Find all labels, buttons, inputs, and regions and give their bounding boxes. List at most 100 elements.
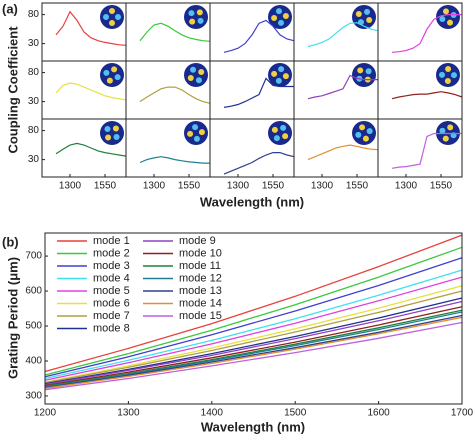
mode-icon-lobe <box>109 8 115 14</box>
x-tick-label: 1200 <box>34 408 57 419</box>
curve <box>139 156 210 164</box>
series-line <box>44 269 463 380</box>
legend-label: mode 8 <box>93 322 130 334</box>
mode-icon-lobe <box>273 135 280 142</box>
mode-icon-lobe <box>106 77 113 84</box>
x-tick-label: 1550 <box>94 181 117 192</box>
y-tick-label: 500 <box>25 321 42 332</box>
mode-icon <box>268 121 292 145</box>
y-tick-label: 80 <box>28 67 40 78</box>
mode-icon-lobe <box>105 134 112 141</box>
mode-icon <box>352 5 376 29</box>
series-line <box>44 300 463 386</box>
x-tick-label: 1300 <box>311 181 334 192</box>
y-axis-title: Coupling Coefficient <box>5 26 20 154</box>
mode-icon-lobe <box>447 124 454 131</box>
x-tick-label: 1300 <box>143 181 166 192</box>
legend-label: mode 1 <box>93 235 130 247</box>
legend-label: mode 2 <box>93 247 130 259</box>
series-line <box>44 311 463 388</box>
mode-icon-lobe <box>275 77 282 84</box>
mode-icon-lobe <box>115 14 121 20</box>
mode-icon-lobe <box>355 10 362 17</box>
mode-icon <box>268 5 292 29</box>
curve <box>391 132 462 169</box>
curve <box>307 74 378 100</box>
y-tick-label: 80 <box>28 9 40 20</box>
mode-icon-lobe <box>111 66 118 73</box>
x-tick-label: 1300 <box>227 181 250 192</box>
mode-icon-lobe <box>112 125 119 132</box>
mode-icon-lobe <box>271 126 278 133</box>
legend-label: mode 4 <box>93 272 130 284</box>
curve <box>307 144 379 161</box>
plot-frame <box>377 118 463 178</box>
mode-icon-lobe <box>359 124 366 131</box>
x-tick-label: 1400 <box>201 408 224 419</box>
mode-icon-lobe <box>362 135 369 142</box>
mode-icon-lobe <box>198 69 205 76</box>
y-tick-label: 30 <box>28 154 40 165</box>
curve <box>307 22 379 48</box>
curve <box>139 22 211 42</box>
plot-frame <box>44 232 463 405</box>
mode-icon-lobe <box>271 70 278 77</box>
mode-icon-lobe <box>366 128 373 135</box>
mode-icon-lobe <box>103 14 109 20</box>
series-line <box>44 306 463 387</box>
mode-icon-lobe <box>198 129 205 136</box>
series-line <box>44 290 463 384</box>
y-tick-label: 300 <box>25 391 42 402</box>
mode-icon-lobe <box>442 135 449 142</box>
x-tick-label: 1550 <box>346 181 369 192</box>
mode-icon-lobe <box>278 19 285 26</box>
mode-icon-lobe <box>366 17 373 24</box>
curve <box>55 82 127 101</box>
mode-icon-lobe <box>447 19 454 26</box>
series-line <box>44 321 463 391</box>
y-tick-label: 30 <box>28 38 40 49</box>
mode-icon-lobe <box>278 66 285 73</box>
legend-label: mode 12 <box>179 272 222 284</box>
x-tick-label: 1550 <box>178 181 201 192</box>
mode-icon-lobe <box>444 77 451 84</box>
mode-icon <box>436 5 460 29</box>
mode-icon-lobe <box>365 68 372 75</box>
curve <box>139 86 211 104</box>
y-axis-title: Grating Period (μm) <box>5 257 20 379</box>
mode-icon-lobe <box>195 77 202 84</box>
mode-icon-lobe <box>196 9 203 16</box>
mode-icon-lobe <box>103 69 110 76</box>
mode-icon-lobe <box>189 18 196 25</box>
mode-icon-lobe <box>282 133 289 140</box>
curve <box>55 142 127 157</box>
mode-icon <box>100 121 124 145</box>
legend-label: mode 14 <box>179 297 222 309</box>
curve <box>391 14 462 53</box>
y-tick-label: 30 <box>28 96 40 107</box>
x-axis-title: Wavelength (nm) <box>201 419 305 434</box>
legend-label: mode 11 <box>179 260 221 272</box>
curve <box>391 91 463 100</box>
mode-icon-lobe <box>450 72 457 79</box>
y-tick-label: 80 <box>28 125 40 136</box>
mode-icon <box>184 5 208 29</box>
mode-icon-lobe <box>280 124 287 131</box>
series-line <box>44 257 463 378</box>
mode-icon-lobe <box>282 73 289 80</box>
mode-icon <box>100 5 124 29</box>
series-line <box>44 285 463 383</box>
y-tick-label: 600 <box>25 286 42 297</box>
mode-icon-lobe <box>439 127 446 134</box>
x-axis-title: Wavelength (nm) <box>200 194 304 209</box>
panel-label: (a) <box>2 1 18 16</box>
x-tick-label: 1300 <box>395 181 418 192</box>
panel-label: (b) <box>2 234 19 249</box>
mode-icon-lobe <box>113 133 120 140</box>
mode-icon-lobe <box>364 8 371 15</box>
mode-icon <box>352 121 376 145</box>
mode-icon-lobe <box>275 8 282 15</box>
mode-icon <box>184 63 208 87</box>
mode-icon-lobe <box>187 74 194 81</box>
